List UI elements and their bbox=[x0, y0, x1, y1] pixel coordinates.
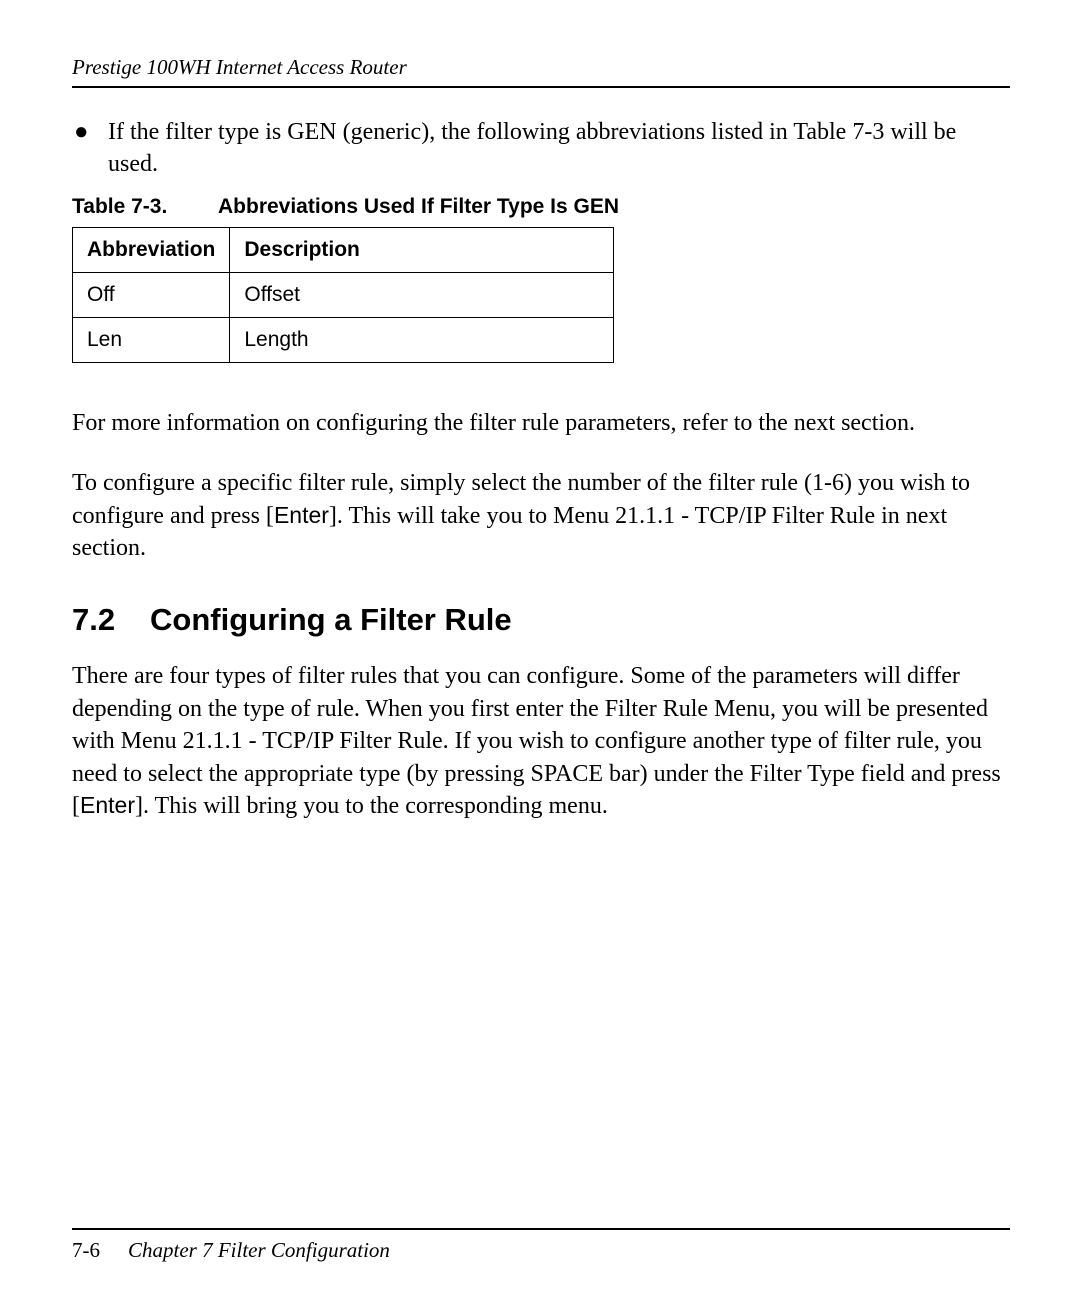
table-caption-number: Table 7-3. bbox=[72, 195, 218, 219]
bullet-item: ● If the filter type is GEN (generic), t… bbox=[72, 116, 1010, 181]
table-header-cell: Description bbox=[230, 227, 614, 272]
document-page: Prestige 100WH Internet Access Router ● … bbox=[0, 0, 1080, 1311]
table-caption-title: Abbreviations Used If Filter Type Is GEN bbox=[218, 195, 619, 218]
running-header: Prestige 100WH Internet Access Router bbox=[72, 55, 1010, 88]
body-paragraph: For more information on configuring the … bbox=[72, 407, 1010, 439]
page-number: 7-6 bbox=[72, 1238, 100, 1262]
table-cell: Length bbox=[230, 317, 614, 362]
table-cell: Offset bbox=[230, 272, 614, 317]
keyboard-key: Enter bbox=[80, 792, 135, 818]
section-title: Configuring a Filter Rule bbox=[150, 602, 512, 637]
table-cell: Len bbox=[73, 317, 230, 362]
body-paragraph: There are four types of filter rules tha… bbox=[72, 660, 1010, 822]
table-header-row: Abbreviation Description bbox=[73, 227, 614, 272]
page-footer: 7-6 Chapter 7 Filter Configuration bbox=[72, 1228, 1010, 1263]
table-row: Off Offset bbox=[73, 272, 614, 317]
keyboard-key: Enter bbox=[274, 502, 329, 528]
abbreviations-table: Abbreviation Description Off Offset Len … bbox=[72, 227, 614, 363]
table-cell: Off bbox=[73, 272, 230, 317]
table-header-cell: Abbreviation bbox=[73, 227, 230, 272]
section-heading: 7.2Configuring a Filter Rule bbox=[72, 602, 1010, 638]
table-row: Len Length bbox=[73, 317, 614, 362]
footer-chapter-title: Filter Configuration bbox=[218, 1238, 390, 1262]
footer-chapter-label: Chapter 7 bbox=[128, 1238, 218, 1262]
bullet-text: If the filter type is GEN (generic), the… bbox=[108, 116, 1010, 181]
section-number: 7.2 bbox=[72, 602, 150, 638]
bullet-marker: ● bbox=[72, 116, 108, 181]
body-paragraph: To configure a specific filter rule, sim… bbox=[72, 467, 1010, 564]
paragraph-text: ]. This will bring you to the correspond… bbox=[135, 793, 608, 819]
table-caption: Table 7-3.Abbreviations Used If Filter T… bbox=[72, 195, 1010, 219]
